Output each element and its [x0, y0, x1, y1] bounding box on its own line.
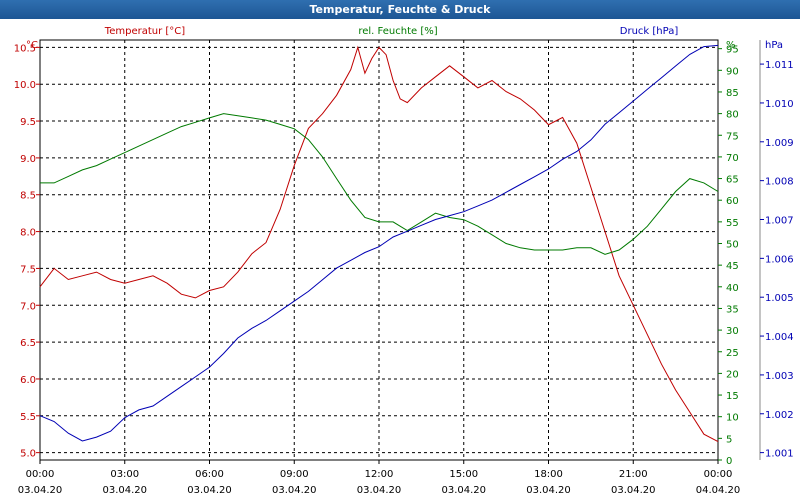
humidity-tick-label: 55 — [726, 218, 739, 229]
x-tick-label-time: 18:00 — [534, 469, 563, 480]
humidity-tick-label: 10 — [726, 413, 739, 424]
x-tick-label-date: 03.04.20 — [187, 485, 232, 496]
humidity-unit-label: % — [726, 40, 736, 51]
humidity-series-line — [40, 113, 719, 255]
humidity-tick-label: 80 — [726, 110, 739, 121]
humidity-tick-label: 50 — [726, 240, 739, 251]
humidity-tick-label: 20 — [726, 369, 739, 380]
x-tick-label-date: 03.04.20 — [102, 485, 147, 496]
x-tick-label-date: 03.04.20 — [441, 485, 486, 496]
pressure-tick-label: 1.003 — [765, 371, 794, 382]
pressure-tick-label: 1.006 — [765, 254, 794, 265]
humidity-tick-label: 40 — [726, 283, 739, 294]
temperature-tick-label: 5.5 — [20, 412, 36, 423]
x-tick-label-date: 03.04.20 — [357, 485, 402, 496]
humidity-tick-label: 0 — [726, 456, 732, 467]
pressure-tick-label: 1.004 — [765, 332, 794, 343]
temperature-tick-label: 9.0 — [20, 154, 36, 165]
pressure-tick-label: 1.011 — [765, 60, 794, 71]
x-tick-label-time: 15:00 — [449, 469, 478, 480]
pressure-tick-label: 1.010 — [765, 99, 794, 110]
humidity-tick-label: 70 — [726, 153, 739, 164]
x-tick-label-time: 03:00 — [110, 469, 139, 480]
x-tick-label-time: 06:00 — [195, 469, 224, 480]
x-tick-label-time: 00:00 — [704, 469, 733, 480]
humidity-tick-label: 85 — [726, 88, 739, 99]
humidity-tick-label: 30 — [726, 326, 739, 337]
x-tick-label-date: 03.04.20 — [611, 485, 656, 496]
pressure-tick-label: 1.002 — [765, 410, 794, 421]
temperature-tick-label: 5.0 — [20, 449, 36, 460]
humidity-tick-label: 25 — [726, 348, 739, 359]
temperature-axis-title: Temperatur [°C] — [104, 26, 185, 37]
humidity-tick-label: 65 — [726, 175, 739, 186]
humidity-tick-label: 90 — [726, 66, 739, 77]
temperature-tick-label: 9.5 — [20, 117, 36, 128]
temperature-tick-label: 8.5 — [20, 191, 36, 202]
temperature-tick-label: 10.0 — [14, 80, 36, 91]
pressure-tick-label: 1.005 — [765, 293, 794, 304]
pressure-unit-label: hPa — [765, 40, 783, 51]
humidity-tick-label: 60 — [726, 196, 739, 207]
temperature-tick-label: 7.0 — [20, 301, 36, 312]
x-tick-label-date: 03.04.20 — [18, 485, 63, 496]
pressure-tick-label: 1.009 — [765, 138, 794, 149]
x-tick-label-time: 00:00 — [26, 469, 55, 480]
x-tick-label-date: 03.04.20 — [526, 485, 571, 496]
pressure-axis-title: Druck [hPa] — [620, 26, 679, 37]
pressure-tick-label: 1.007 — [765, 216, 794, 227]
temperature-tick-label: 7.5 — [20, 264, 36, 275]
temperature-tick-label: 8.0 — [20, 228, 36, 239]
temperature-tick-label: 6.5 — [20, 338, 36, 349]
humidity-tick-label: 75 — [726, 131, 739, 142]
x-tick-label-date: 03.04.20 — [272, 485, 317, 496]
chart-title: Temperatur, Feuchte & Druck — [0, 0, 800, 19]
pressure-series-line — [39, 44, 719, 442]
temperature-tick-label: 6.0 — [20, 375, 36, 386]
humidity-tick-label: 45 — [726, 261, 739, 272]
temperature-series-line — [39, 45, 719, 443]
x-tick-label-date: 04.04.20 — [696, 485, 741, 496]
x-tick-label-time: 21:00 — [619, 469, 648, 480]
humidity-tick-label: 5 — [726, 434, 732, 445]
humidity-tick-label: 95 — [726, 45, 739, 56]
humidity-axis-title: rel. Feuchte [%] — [358, 26, 437, 37]
x-tick-label-time: 09:00 — [280, 469, 309, 480]
pressure-tick-label: 1.001 — [765, 449, 794, 460]
temperature-unit-label: °C — [26, 40, 38, 51]
temperature-tick-label: 10.5 — [14, 43, 36, 54]
humidity-tick-label: 35 — [726, 304, 739, 315]
x-tick-label-time: 12:00 — [365, 469, 394, 480]
humidity-tick-label: 15 — [726, 391, 739, 402]
pressure-tick-label: 1.008 — [765, 177, 794, 188]
